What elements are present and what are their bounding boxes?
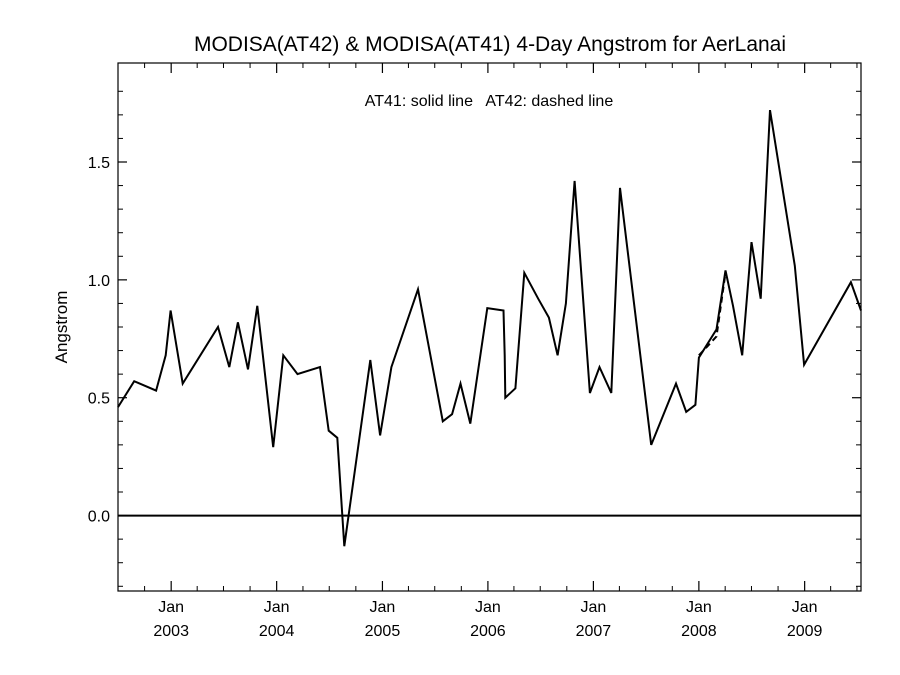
- x-tick-month-label: Jan: [580, 599, 606, 616]
- x-tick-month-label: Jan: [370, 599, 396, 616]
- legend-note: AT41: solid line AT42: dashed line: [365, 93, 614, 110]
- x-tick-month-label: Jan: [264, 599, 290, 616]
- x-tick-year-label: 2007: [576, 623, 612, 640]
- x-tick-month-label: Jan: [686, 599, 712, 616]
- x-tick-month-label: Jan: [475, 599, 501, 616]
- y-tick-label: 0.5: [88, 391, 110, 408]
- x-tick-year-label: 2008: [681, 623, 717, 640]
- x-tick-year-label: 2006: [470, 623, 506, 640]
- x-tick-year-label: 2005: [365, 623, 401, 640]
- plot-frame: [117, 62, 862, 592]
- series-line-at41: [117, 109, 862, 547]
- x-tick-month-label: Jan: [158, 599, 184, 616]
- x-tick-year-label: 2004: [259, 623, 295, 640]
- y-tick-label: 1.0: [88, 273, 110, 290]
- y-tick-label: 1.5: [88, 155, 110, 172]
- x-tick-year-label: 2009: [787, 623, 823, 640]
- y-tick-label: 0.0: [88, 509, 110, 526]
- chart-title: MODISA(AT42) & MODISA(AT41) 4-Day Angstr…: [194, 33, 786, 56]
- y-axis-label: Angstrom: [52, 291, 71, 364]
- x-tick-year-label: 2003: [153, 623, 189, 640]
- series-line-at42: [698, 272, 727, 356]
- x-tick-month-label: Jan: [792, 599, 818, 616]
